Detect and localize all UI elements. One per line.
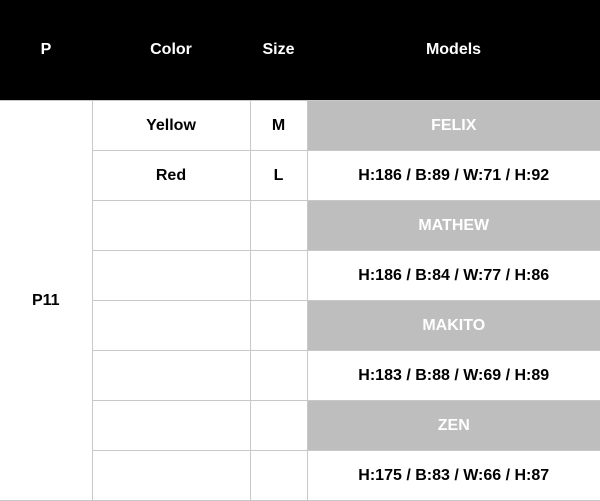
color-cell (91, 450, 251, 501)
color-cell (91, 300, 251, 351)
model-cell: MAKITO (306, 300, 600, 351)
model-cell: MATHEW (306, 200, 600, 251)
table-row: ZEN (0, 400, 600, 451)
header-row: P Color Size Models (0, 0, 600, 101)
header-size: Size (250, 0, 307, 101)
size-cell (249, 450, 308, 501)
table-row: P11 Yellow M FELIX (0, 100, 600, 501)
header-p: P (0, 0, 92, 101)
color-cell (91, 350, 251, 401)
model-cell: FELIX (306, 100, 600, 151)
size-cell (249, 200, 308, 251)
header-color: Color (92, 0, 250, 101)
table-row: MATHEW (0, 200, 600, 251)
header-models: Models (307, 0, 600, 101)
model-cell: ZEN (306, 400, 600, 451)
size-cell (249, 350, 308, 401)
size-cell (249, 250, 308, 301)
p-cell: P11 (0, 100, 93, 501)
color-cell: Red (91, 150, 251, 201)
color-cell (91, 400, 251, 451)
table-row: H:175 / B:83 / W:66 / H:87 (0, 450, 600, 501)
model-cell: H:186 / B:89 / W:71 / H:92 (306, 150, 600, 201)
color-cell (91, 200, 251, 251)
color-cell: Yellow (91, 100, 251, 151)
model-cell: H:183 / B:88 / W:69 / H:89 (306, 350, 600, 401)
model-cell: H:186 / B:84 / W:77 / H:86 (306, 250, 600, 301)
color-cell (91, 250, 251, 301)
size-cell (249, 300, 308, 351)
size-cell: L (249, 150, 308, 201)
model-cell: H:175 / B:83 / W:66 / H:87 (306, 450, 600, 501)
size-cell: M (249, 100, 308, 151)
size-cell (249, 400, 308, 451)
